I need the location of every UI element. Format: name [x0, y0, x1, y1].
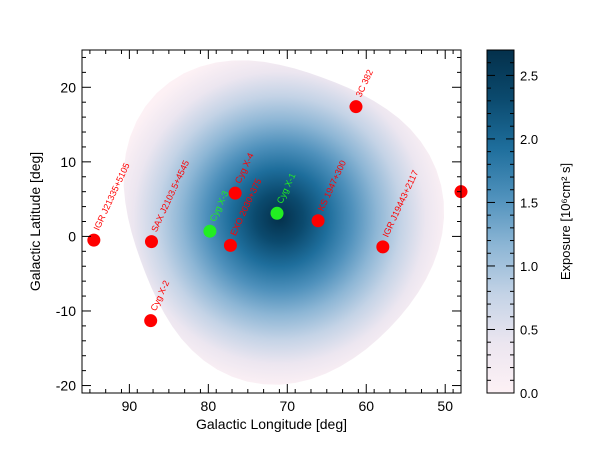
- source-marker: [349, 100, 363, 114]
- source-marker: [203, 224, 217, 238]
- x-tick-label: 90: [122, 398, 138, 414]
- source-marker: [270, 206, 284, 220]
- colorbar-tick-label: 1.5: [520, 195, 538, 210]
- y-tick-label: 20: [60, 79, 76, 95]
- colorbar-label: Exposure [10⁶cm² s]: [558, 163, 573, 280]
- colorbar-tick-label: 2.0: [520, 132, 538, 147]
- source-marker: [144, 314, 158, 328]
- y-tick-label: -10: [56, 303, 76, 319]
- y-axis: 20 10 0 -10 -20: [56, 56, 461, 394]
- x-tick-label: 80: [201, 398, 217, 414]
- colorbar-tick-label: 2.5: [520, 68, 538, 83]
- colorbar: 0.0 0.5 1.0 1.5 2.0 2.5 Exposure [10⁶cm² s]: [486, 49, 573, 401]
- source-marker: [311, 214, 325, 228]
- x-axis: 90 80 70 60 50: [89, 50, 454, 414]
- colorbar-gradient: [486, 49, 515, 394]
- source-label: 3C 382: [354, 68, 375, 99]
- y-tick-label: 10: [60, 154, 76, 170]
- source-marker: [376, 240, 390, 254]
- x-tick-label: 70: [280, 398, 296, 414]
- source-marker: [144, 235, 158, 249]
- y-axis-label: Galactic Latitude [deg]: [27, 152, 43, 291]
- colorbar-ticks: 0.0 0.5 1.0 1.5 2.0 2.5: [487, 62, 538, 401]
- exposure-map: [123, 60, 444, 385]
- colorbar-tick-label: 0.0: [520, 386, 538, 401]
- source-marker: [228, 186, 242, 200]
- x-tick-label: 50: [437, 398, 453, 414]
- y-tick-label: 0: [68, 228, 76, 244]
- x-tick-label: 60: [358, 398, 374, 414]
- y-tick-label: -20: [56, 378, 76, 394]
- source-marker: [87, 233, 101, 247]
- colorbar-tick-label: 1.0: [520, 259, 538, 274]
- x-axis-label: Galactic Longitude [deg]: [196, 416, 347, 432]
- colorbar-tick-label: 0.5: [520, 322, 538, 337]
- source-marker: [223, 238, 237, 252]
